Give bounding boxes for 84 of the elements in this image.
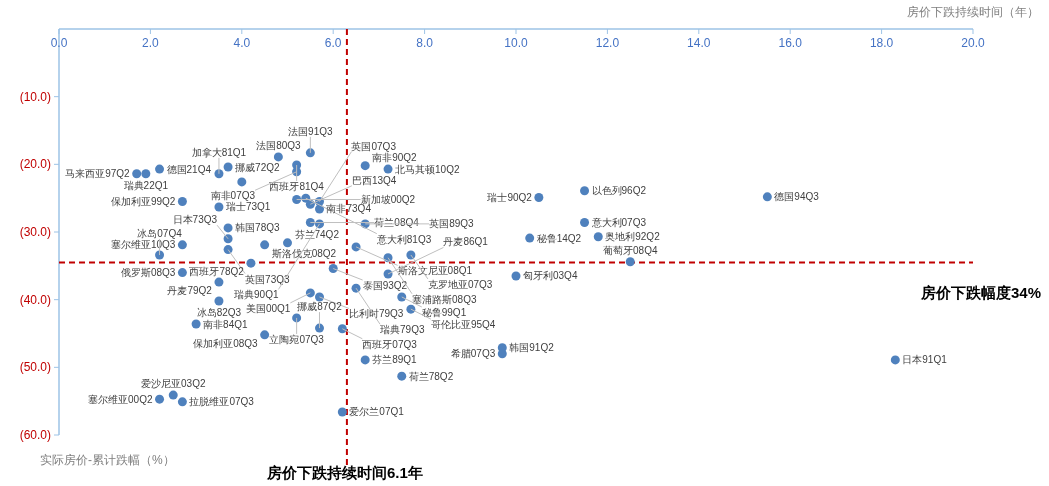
annotation: 匈牙利03Q4 [523,270,578,282]
annotation: 冰岛82Q3 [196,307,242,319]
y-tick-label: (20.0) [19,157,51,172]
annotation: 希腊07Q3 [450,348,496,360]
annotation: 爱沙尼亚03Q2 [141,378,206,390]
annotation: 西班牙07Q3 [362,338,418,350]
annotation: 冰岛07Q4 [137,228,183,240]
annotation: 加拿大81Q1 [191,146,247,158]
annotation: 瑞士90Q2 [487,191,533,203]
annotation: 保加利亚99Q2 [110,196,176,208]
annotation: 爱尔兰07Q1 [349,406,405,418]
annotation: 瑞典79Q3 [380,324,425,336]
annotation: 韩国78Q3 [235,222,280,234]
annotation: 英国89Q3 [429,218,475,230]
annotation: 以色列96Q2 [591,185,647,197]
annotation: 拉脱维亚07Q3 [189,396,255,408]
annotation: 芬兰74Q2 [294,228,340,240]
annotation: 比利时79Q3 [348,308,404,320]
annotation: 韩国91Q2 [509,342,555,354]
x-axis-title: 房价下跌持续时间（年） [907,5,1039,19]
annotation: 塞尔维亚00Q2 [88,393,153,405]
x-tick-label: 16.0 [778,36,803,50]
annotation: 巴西13Q4 [351,174,397,186]
annotation: 挪威72Q2 [235,161,280,173]
annotation: 荷兰78Q2 [408,370,454,382]
annotation: 日本91Q1 [902,354,948,366]
x-tick-label: 12.0 [595,36,620,50]
annotation: 美国00Q1 [245,302,291,314]
ref-line-label: 房价下跌持续时间6.1年 [265,464,423,481]
x-tick-label: 14.0 [687,36,711,50]
annotation: 英国73Q3 [245,273,290,285]
annotation: 立陶宛07Q3 [269,333,325,345]
x-tick-label: 4.0 [233,36,251,50]
annotation: 挪威87Q2 [297,301,343,313]
annotation: 塞浦路斯08Q3 [412,293,477,305]
annotation: 意大利07Q3 [590,217,647,229]
x-tick-label: 10.0 [504,36,528,50]
annotation: 西班牙78Q2 [189,266,245,278]
annotation: 丹麦79Q2 [167,285,213,297]
annotation: 新加坡00Q2 [360,194,416,206]
y-tick-label: (10.0) [19,89,51,104]
annotation: 荷兰08Q4 [374,217,420,229]
annotation: 丹麦86Q1 [443,236,489,248]
y-tick-label: (50.0) [19,360,51,375]
annotation: 德国21Q4 [166,163,212,175]
annotation: 意大利81Q3 [375,233,432,245]
x-tick-label: 6.0 [324,36,342,50]
annotation: 北马其顿10Q2 [395,163,460,175]
annotation: 奥地利92Q2 [605,231,661,243]
annotation: 马来西亚97Q2 [65,168,131,180]
annotation: 法国80Q3 [256,139,302,151]
ref-line-label: 房价下跌幅度34% [919,284,1041,302]
annotation: 南非90Q2 [372,151,418,163]
annotation: 芬兰89Q1 [372,354,418,366]
y-tick-label: (30.0) [19,225,51,239]
annotation: 英国07Q3 [351,140,397,152]
annotation: 瑞典90Q1 [234,289,279,301]
x-tick-label: 2.0 [142,36,160,50]
annotation: 法国91Q3 [288,125,334,137]
annotation: 日本73Q3 [172,214,218,226]
annotation: 秘鲁14Q2 [536,232,582,244]
annotation: 瑞士73Q1 [225,201,271,213]
annotation: 斯洛伐克08Q2 [271,247,337,259]
annotation: 秘鲁99Q1 [421,306,467,318]
x-tick-label: 20.0 [961,36,985,50]
annotation: 泰国93Q2 [362,280,408,292]
annotation: 南非84Q1 [203,318,248,330]
annotation: 克罗地亚07Q3 [427,278,493,290]
annotation: 俄罗斯08Q3 [120,267,176,279]
annotation: 西班牙81Q4 [269,181,325,193]
annotation: 葡萄牙08Q4 [603,244,658,256]
annotation: 保加利亚08Q3 [193,337,259,349]
annotation: 哥伦比亚95Q4 [430,319,496,331]
x-tick-label: 0.0 [50,36,68,50]
annotation: 塞尔维亚10Q3 [110,239,176,251]
y-tick-label: (60.0) [19,428,51,442]
x-tick-label: 8.0 [416,36,434,50]
annotation: 南非73Q4 [326,203,372,215]
annotation: 南非07Q3 [210,190,256,202]
y-tick-label: (40.0) [19,292,51,307]
x-tick-label: 18.0 [869,36,894,50]
y-axis-title: 实际房价-累计跌幅（%） [40,453,175,467]
annotation: 瑞典22Q1 [123,179,169,191]
annotation: 德国94Q3 [774,191,820,203]
